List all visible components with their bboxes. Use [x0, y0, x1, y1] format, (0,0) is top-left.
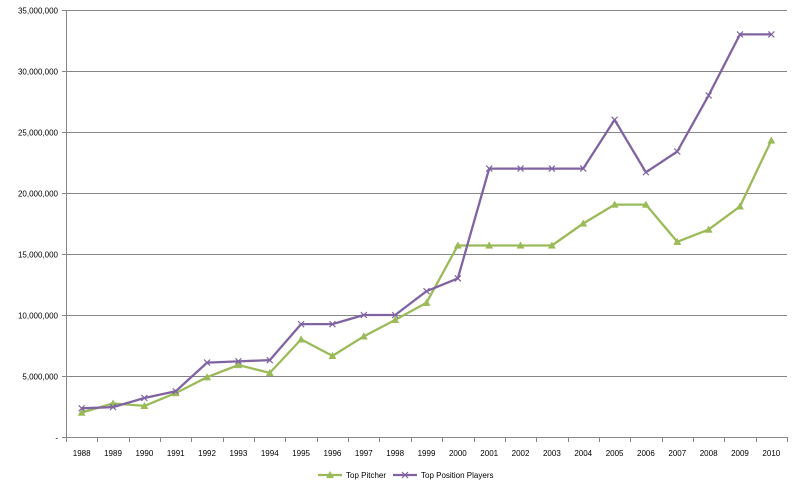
data-point-x — [673, 148, 681, 155]
x-tick-label: 2006 — [637, 449, 655, 458]
data-point-x — [736, 30, 744, 38]
data-point-x — [109, 403, 117, 411]
data-point-triangle — [140, 401, 149, 410]
data-point-x — [360, 311, 368, 319]
x-tick-label: 1992 — [198, 449, 216, 458]
data-point-x — [329, 320, 336, 328]
y-tick-label: - — [55, 434, 58, 443]
series-line — [81, 140, 773, 414]
x-tick-label: 1988 — [73, 449, 91, 458]
data-point-triangle — [234, 360, 243, 369]
data-point-x — [391, 311, 399, 319]
data-point-x — [78, 404, 86, 412]
series-top-pitcher — [77, 136, 776, 416]
data-point-triangle — [359, 332, 368, 340]
gridlines — [66, 10, 787, 377]
x-tick-label: 1997 — [355, 449, 373, 458]
x-tick-label: 1999 — [418, 449, 436, 458]
data-point-x — [401, 471, 409, 479]
x-tick-label: 2004 — [574, 449, 592, 458]
x-tick-label: 2000 — [449, 449, 467, 458]
axes: - 5,000,000 10,000,000 15,000,000 20,000,000… — [18, 7, 788, 458]
x-tick-label: 1991 — [167, 449, 185, 458]
data-point-x — [767, 30, 775, 38]
series-line — [81, 33, 772, 410]
x-tick-label: 1995 — [292, 449, 310, 458]
legend: Top Pitcher Top Position Players — [318, 470, 493, 480]
legend-label: Top Pitcher — [346, 471, 386, 480]
data-point-x — [705, 91, 713, 99]
data-point-triangle — [704, 225, 713, 233]
data-point-triangle — [735, 202, 745, 210]
x-tick-label: 2005 — [606, 449, 624, 458]
x-tick-label: 1989 — [104, 449, 122, 458]
data-point-triangle — [641, 200, 650, 208]
y-tick-label: 5,000,000 — [22, 373, 58, 382]
y-tick-label: 20,000,000 — [18, 190, 59, 199]
x-tick-label: 2003 — [543, 449, 561, 458]
data-point-x — [140, 394, 148, 402]
data-point-x — [517, 165, 524, 173]
x-tick-label: 2002 — [512, 449, 530, 458]
data-point-triangle — [673, 237, 682, 245]
y-tick-label: 15,000,000 — [18, 251, 59, 260]
x-tick-label: 2007 — [668, 449, 686, 458]
data-point-triangle — [325, 470, 335, 479]
x-tick-label: 2001 — [480, 449, 498, 458]
data-point-x — [642, 168, 650, 176]
data-point-triangle — [328, 351, 337, 359]
data-point-triangle — [610, 200, 619, 208]
x-tick-label: 1993 — [230, 449, 248, 458]
data-point-x — [203, 359, 211, 367]
y-tick-label: 25,000,000 — [18, 129, 59, 138]
x-tick-label: 1990 — [135, 449, 153, 458]
data-point-triangle — [422, 298, 431, 306]
data-point-triangle — [579, 219, 588, 227]
x-tick-label: 1998 — [386, 449, 404, 458]
legend-item: Top Position Players — [393, 471, 493, 480]
x-tick-label: 2008 — [700, 449, 718, 458]
x-tick-label: 1996 — [324, 449, 342, 458]
data-point-triangle — [203, 373, 212, 381]
data-point-triangle — [485, 241, 494, 249]
data-point-x — [423, 287, 430, 295]
data-point-x — [611, 116, 619, 124]
data-point-triangle — [767, 136, 776, 144]
data-point-x — [234, 357, 242, 365]
legend-item: Top Pitcher — [318, 470, 386, 480]
data-point-x — [297, 320, 305, 328]
data-point-x — [548, 165, 556, 173]
x-tick-label: 1994 — [261, 449, 279, 458]
series-top-position-players — [78, 30, 775, 412]
y-tick-label: 10,000,000 — [18, 312, 59, 321]
data-point-triangle — [265, 368, 274, 377]
data-point-triangle — [453, 241, 462, 249]
x-tick-label: 2010 — [762, 449, 780, 458]
legend-label: Top Position Players — [421, 471, 493, 480]
data-point-triangle — [297, 335, 306, 343]
data-point-x — [454, 274, 462, 282]
data-point-triangle — [516, 241, 525, 249]
y-tick-label: 30,000,000 — [18, 68, 59, 77]
data-point-triangle — [391, 315, 400, 324]
x-tick-label: 2009 — [731, 449, 749, 458]
data-point-x — [485, 165, 493, 173]
data-point-x — [266, 356, 274, 364]
data-point-x — [579, 165, 587, 173]
data-point-triangle — [77, 408, 86, 416]
data-point-triangle — [547, 241, 556, 249]
series-layer — [77, 30, 776, 416]
data-point-x — [172, 387, 180, 395]
y-tick-label: 35,000,000 — [18, 7, 59, 16]
